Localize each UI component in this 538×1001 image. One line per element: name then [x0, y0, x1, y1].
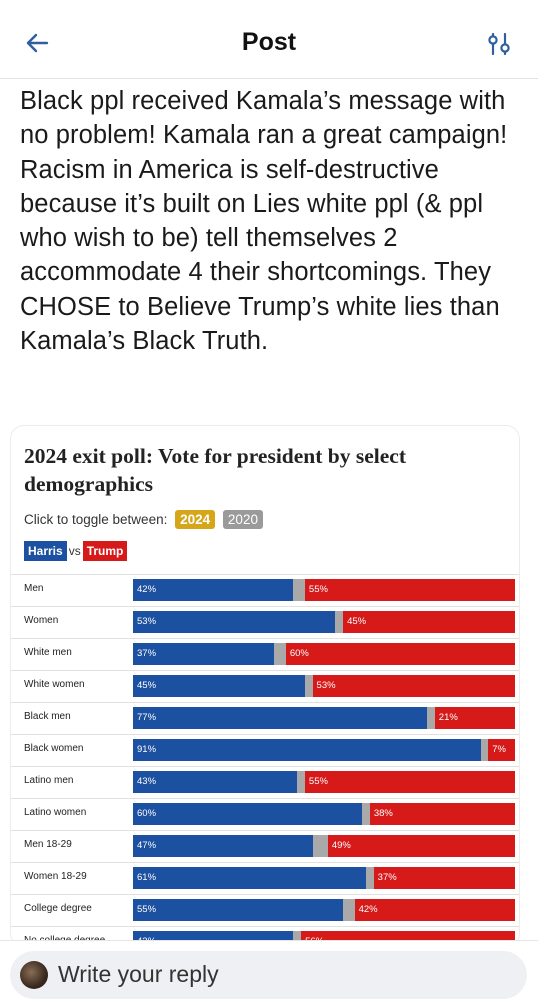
trump-value-label: 7%: [492, 744, 506, 755]
trump-value-label: 37%: [377, 872, 397, 883]
trump-bar: 45%: [343, 611, 515, 633]
stacked-bar: 77% 21%: [133, 707, 515, 729]
trump-value-label: 45%: [347, 616, 367, 627]
chart-embed[interactable]: 2024 exit poll: Vote for president by se…: [10, 425, 520, 947]
harris-bar: 42%: [133, 579, 294, 601]
legend-harris: Harris: [24, 541, 67, 561]
back-button[interactable]: [20, 26, 54, 60]
stacked-bar: 37% 60%: [133, 643, 515, 665]
stacked-bar: 43% 55%: [133, 771, 515, 793]
trump-bar: 60%: [285, 643, 515, 665]
harris-value-label: 45%: [137, 680, 157, 691]
harris-bar: 61%: [133, 867, 367, 889]
chart-row: Men 42% 55%: [11, 574, 519, 606]
year-toggle: Click to toggle between: 2024 2020: [24, 510, 263, 529]
avatar: [20, 961, 48, 989]
trump-bar: 55%: [304, 771, 515, 793]
toggle-label: Click to toggle between:: [24, 512, 168, 527]
filter-button[interactable]: [486, 30, 512, 58]
trump-value-label: 60%: [289, 648, 309, 659]
chart-row: Latino men 43% 55%: [11, 766, 519, 798]
toggle-2024-button[interactable]: 2024: [175, 510, 216, 529]
harris-bar: 91%: [133, 739, 481, 761]
post-body: Black ppl received Kamala’s message with…: [20, 87, 508, 356]
trump-value-label: 38%: [373, 808, 393, 819]
stacked-bar: 45% 53%: [133, 675, 515, 697]
harris-bar: 55%: [133, 899, 344, 921]
harris-bar: 60%: [133, 803, 363, 825]
legend-trump: Trump: [82, 541, 128, 561]
chart-row: Latino women 60% 38%: [11, 798, 519, 830]
stacked-bar: 60% 38%: [133, 803, 515, 825]
trump-value-label: 21%: [438, 712, 458, 723]
trump-bar: 42%: [354, 899, 515, 921]
harris-value-label: 53%: [137, 616, 157, 627]
chart-title: 2024 exit poll: Vote for president by se…: [24, 444, 406, 496]
legend-vs: vs: [68, 544, 81, 558]
harris-bar: 77%: [133, 707, 428, 729]
harris-value-label: 61%: [137, 872, 157, 883]
reply-placeholder: Write your reply: [58, 961, 219, 987]
harris-value-label: 47%: [137, 840, 157, 851]
row-label: Women: [24, 615, 59, 626]
harris-bar: 47%: [133, 835, 313, 857]
chart-rows: Men 42% 55% Women 53% 45% White men 37% 60% White…: [11, 574, 519, 946]
reply-bar: Write your reply: [0, 940, 538, 1001]
chart-row: Men 18-29 47% 49%: [11, 830, 519, 862]
top-bar: Post: [0, 0, 538, 79]
chart-row: Black women 91% 7%: [11, 734, 519, 766]
harris-value-label: 60%: [137, 808, 157, 819]
sliders-icon: [488, 32, 510, 56]
harris-value-label: 91%: [137, 744, 157, 755]
harris-bar: 45%: [133, 675, 305, 697]
stacked-bar: 47% 49%: [133, 835, 515, 857]
row-label: White men: [24, 647, 72, 658]
trump-bar: 55%: [304, 579, 515, 601]
chart-row: Black men 77% 21%: [11, 702, 519, 734]
row-label: Women 18-29: [24, 871, 87, 882]
row-label: White women: [24, 679, 85, 690]
harris-value-label: 43%: [137, 776, 157, 787]
arrow-left-icon: [26, 33, 49, 53]
row-label: Black men: [24, 711, 71, 722]
stacked-bar: 53% 45%: [133, 611, 515, 633]
chart-row: White women 45% 53%: [11, 670, 519, 702]
trump-value-label: 53%: [316, 680, 336, 691]
chart-row: College degree 55% 42%: [11, 894, 519, 926]
chart-legend: Harris vs Trump: [24, 541, 128, 561]
harris-value-label: 55%: [137, 904, 157, 915]
trump-bar: 7%: [488, 739, 515, 761]
row-label: Men: [24, 583, 44, 594]
harris-bar: 37%: [133, 643, 275, 665]
trump-bar: 49%: [327, 835, 515, 857]
toggle-2020-button[interactable]: 2020: [222, 510, 263, 529]
trump-bar: 53%: [312, 675, 515, 697]
row-label: Latino men: [24, 775, 74, 786]
row-label: College degree: [24, 903, 92, 914]
harris-bar: 53%: [133, 611, 336, 633]
trump-bar: 38%: [369, 803, 515, 825]
row-label: Black women: [24, 743, 84, 754]
page-title: Post: [241, 28, 297, 56]
trump-value-label: 42%: [358, 904, 378, 915]
stacked-bar: 91% 7%: [133, 739, 515, 761]
trump-bar: 21%: [434, 707, 515, 729]
row-label: Men 18-29: [24, 839, 72, 850]
harris-value-label: 37%: [137, 648, 157, 659]
row-label: Latino women: [24, 807, 87, 818]
reply-input[interactable]: Write your reply: [10, 951, 527, 999]
chart-row: Women 18-29 61% 37%: [11, 862, 519, 894]
harris-value-label: 77%: [137, 712, 157, 723]
stacked-bar: 42% 55%: [133, 579, 515, 601]
trump-value-label: 55%: [308, 584, 328, 595]
harris-value-label: 42%: [137, 584, 157, 595]
harris-bar: 43%: [133, 771, 298, 793]
chart-row: White men 37% 60%: [11, 638, 519, 670]
stacked-bar: 55% 42%: [133, 899, 515, 921]
trump-bar: 37%: [373, 867, 515, 889]
stacked-bar: 61% 37%: [133, 867, 515, 889]
trump-value-label: 55%: [308, 776, 328, 787]
trump-value-label: 49%: [331, 840, 351, 851]
chart-row: Women 53% 45%: [11, 606, 519, 638]
